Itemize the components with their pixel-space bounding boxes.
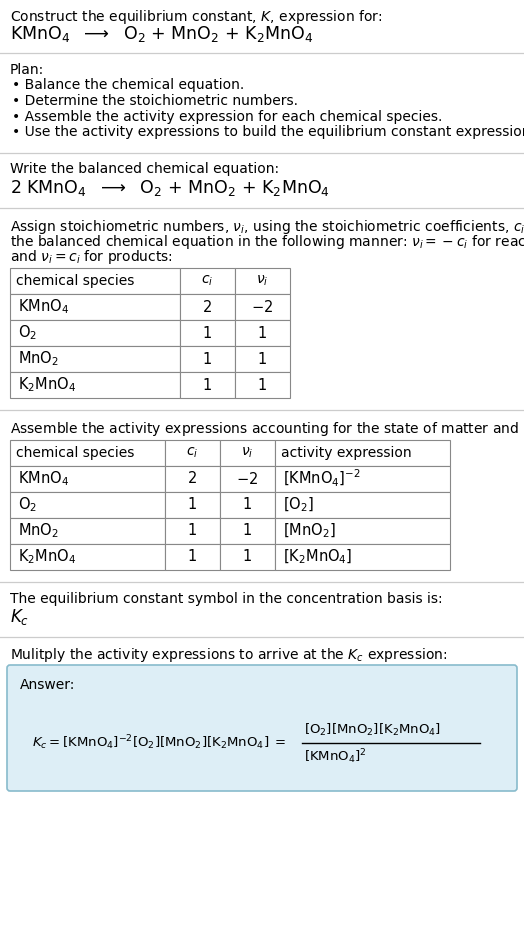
- Bar: [235, 268, 290, 294]
- Text: $[\mathrm{O_2}][\mathrm{MnO_2}][\mathrm{K_2MnO_4}]$: $[\mathrm{O_2}][\mathrm{MnO_2}][\mathrm{…: [304, 722, 441, 738]
- Text: Mulitply the activity expressions to arrive at the $K_c$ expression:: Mulitply the activity expressions to arr…: [10, 647, 447, 665]
- Text: • Use the activity expressions to build the equilibrium constant expression.: • Use the activity expressions to build …: [12, 125, 524, 139]
- Bar: [235, 320, 290, 346]
- Bar: [165, 439, 220, 465]
- FancyBboxPatch shape: [7, 665, 517, 791]
- Text: 1: 1: [243, 549, 252, 564]
- Text: O$_2$: O$_2$: [18, 323, 37, 342]
- Text: K$_2$MnO$_4$: K$_2$MnO$_4$: [18, 376, 76, 395]
- Bar: [220, 465, 275, 492]
- Bar: [10, 492, 165, 517]
- Text: 2: 2: [203, 300, 212, 315]
- Bar: [10, 465, 165, 492]
- Text: [O$_2$]: [O$_2$]: [283, 495, 314, 514]
- Text: [KMnO$_4$]$^{-2}$: [KMnO$_4$]$^{-2}$: [283, 468, 361, 489]
- Text: Write the balanced chemical equation:: Write the balanced chemical equation:: [10, 163, 279, 177]
- Text: • Balance the chemical equation.: • Balance the chemical equation.: [12, 79, 244, 92]
- Bar: [180, 294, 235, 320]
- Text: 1: 1: [188, 549, 197, 564]
- Bar: [180, 346, 235, 372]
- Text: $K_c$: $K_c$: [10, 607, 29, 627]
- Bar: [275, 465, 450, 492]
- Text: 1: 1: [243, 497, 252, 512]
- Bar: [220, 492, 275, 517]
- Bar: [180, 320, 235, 346]
- Bar: [220, 517, 275, 544]
- Text: $[\mathrm{KMnO_4}]^2$: $[\mathrm{KMnO_4}]^2$: [304, 747, 367, 767]
- Bar: [10, 320, 180, 346]
- Bar: [165, 492, 220, 517]
- Text: Assemble the activity expressions accounting for the state of matter and $\nu_i$: Assemble the activity expressions accoun…: [10, 420, 524, 438]
- Text: 1: 1: [243, 523, 252, 538]
- Text: 2: 2: [188, 471, 197, 486]
- Bar: [235, 346, 290, 372]
- Bar: [10, 346, 180, 372]
- Text: $-2$: $-2$: [236, 471, 258, 487]
- Text: • Determine the stoichiometric numbers.: • Determine the stoichiometric numbers.: [12, 94, 298, 108]
- Bar: [180, 268, 235, 294]
- Text: $c_i$: $c_i$: [201, 274, 214, 288]
- Text: 1: 1: [188, 523, 197, 538]
- Text: [MnO$_2$]: [MnO$_2$]: [283, 521, 336, 540]
- Text: MnO$_2$: MnO$_2$: [18, 521, 59, 540]
- Bar: [165, 465, 220, 492]
- Text: KMnO$_4$: KMnO$_4$: [18, 469, 69, 488]
- Bar: [235, 372, 290, 398]
- Bar: [275, 439, 450, 465]
- Text: Assign stoichiometric numbers, $\nu_i$, using the stoichiometric coefficients, $: Assign stoichiometric numbers, $\nu_i$, …: [10, 218, 524, 236]
- Bar: [235, 294, 290, 320]
- Text: Plan:: Plan:: [10, 63, 44, 77]
- Text: • Assemble the activity expression for each chemical species.: • Assemble the activity expression for e…: [12, 109, 442, 124]
- Text: 1: 1: [258, 352, 267, 366]
- Text: 1: 1: [203, 352, 212, 366]
- Text: The equilibrium constant symbol in the concentration basis is:: The equilibrium constant symbol in the c…: [10, 592, 443, 606]
- Bar: [10, 517, 165, 544]
- Bar: [275, 544, 450, 570]
- Bar: [220, 439, 275, 465]
- Text: [K$_2$MnO$_4$]: [K$_2$MnO$_4$]: [283, 547, 353, 566]
- Text: $c_i$: $c_i$: [187, 445, 199, 459]
- Text: 2 KMnO$_4$  $\longrightarrow$  O$_2$ + MnO$_2$ + K$_2$MnO$_4$: 2 KMnO$_4$ $\longrightarrow$ O$_2$ + MnO…: [10, 178, 330, 198]
- Text: 1: 1: [258, 378, 267, 393]
- Text: $\nu_i$: $\nu_i$: [241, 445, 254, 459]
- Text: chemical species: chemical species: [16, 274, 134, 288]
- Bar: [220, 544, 275, 570]
- Text: 1: 1: [203, 378, 212, 393]
- Bar: [10, 294, 180, 320]
- Text: $\nu_i$: $\nu_i$: [256, 274, 269, 288]
- Text: and $\nu_i = c_i$ for products:: and $\nu_i = c_i$ for products:: [10, 248, 173, 266]
- Text: activity expression: activity expression: [281, 445, 412, 459]
- Bar: [180, 372, 235, 398]
- Bar: [165, 517, 220, 544]
- Text: O$_2$: O$_2$: [18, 495, 37, 514]
- Bar: [275, 517, 450, 544]
- Text: 1: 1: [203, 325, 212, 340]
- Text: $K_c = [\mathrm{KMnO_4}]^{-2}[\mathrm{O_2}][\mathrm{MnO_2}][\mathrm{K_2MnO_4}]\;: $K_c = [\mathrm{KMnO_4}]^{-2}[\mathrm{O_…: [32, 733, 286, 752]
- Text: 1: 1: [258, 325, 267, 340]
- Text: KMnO$_4$: KMnO$_4$: [18, 298, 69, 317]
- Bar: [10, 544, 165, 570]
- Bar: [10, 268, 180, 294]
- Text: MnO$_2$: MnO$_2$: [18, 350, 59, 368]
- Bar: [165, 544, 220, 570]
- Text: Answer:: Answer:: [20, 678, 75, 692]
- Text: the balanced chemical equation in the following manner: $\nu_i = -c_i$ for react: the balanced chemical equation in the fo…: [10, 233, 524, 251]
- Text: chemical species: chemical species: [16, 445, 134, 459]
- Text: Construct the equilibrium constant, $K$, expression for:: Construct the equilibrium constant, $K$,…: [10, 8, 383, 26]
- Text: KMnO$_4$  $\longrightarrow$  O$_2$ + MnO$_2$ + K$_2$MnO$_4$: KMnO$_4$ $\longrightarrow$ O$_2$ + MnO$_…: [10, 24, 313, 44]
- Text: K$_2$MnO$_4$: K$_2$MnO$_4$: [18, 547, 76, 566]
- Text: $-2$: $-2$: [252, 299, 274, 315]
- Text: 1: 1: [188, 497, 197, 512]
- Bar: [10, 372, 180, 398]
- Bar: [275, 492, 450, 517]
- Bar: [10, 439, 165, 465]
